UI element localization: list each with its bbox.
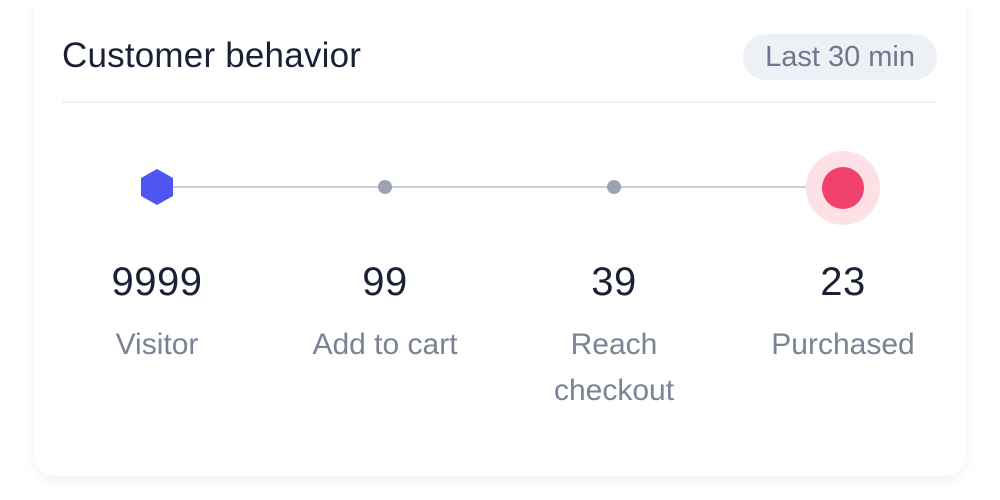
funnel-step-add-to-cart: 99 Add to cart [270, 256, 500, 368]
add-to-cart-dot-icon [378, 180, 392, 194]
step-value: 23 [820, 260, 866, 304]
step-label: Reach checkout [553, 328, 675, 407]
purchased-marker-icon [806, 151, 880, 225]
step-label: Add to cart [312, 328, 458, 361]
step-label: Visitor [115, 328, 199, 361]
funnel-step-purchased: 23 Purchased [728, 256, 958, 368]
funnel-step-reach-checkout: 39 Reach checkout [499, 256, 729, 414]
funnel-step-visitor: 9999 Visitor [42, 256, 272, 368]
hexagon-icon [141, 169, 173, 205]
step-label: Purchased [771, 328, 915, 361]
purchased-marker-core [822, 167, 864, 209]
step-value: 39 [591, 260, 637, 304]
reach-checkout-dot-icon [607, 180, 621, 194]
card-title: Customer behavior [62, 36, 362, 75]
time-range-badge[interactable]: Last 30 min [743, 34, 937, 80]
card-header: Customer behavior Last 30 min [62, 30, 937, 86]
step-value: 99 [362, 260, 408, 304]
funnel-track-line [157, 186, 843, 188]
step-value: 9999 [111, 260, 203, 304]
visitor-hexagon-icon [137, 167, 177, 207]
header-divider [62, 101, 937, 103]
